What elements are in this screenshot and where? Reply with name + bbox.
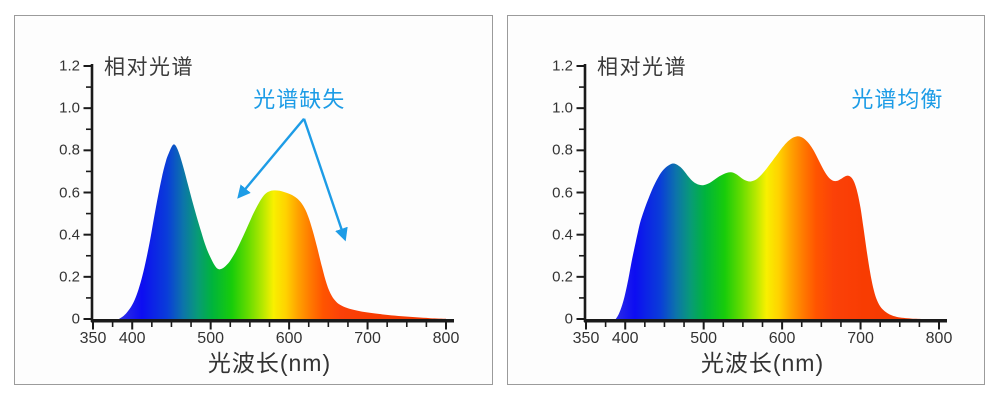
y-tick-label: 1.0 [552, 99, 573, 117]
y-tick-label: 1.0 [59, 99, 80, 117]
x-tick-label: 800 [432, 330, 460, 347]
annotation-arrow [237, 117, 305, 199]
x-tick-label: 600 [275, 330, 303, 347]
annotation-arrow [302, 118, 348, 242]
x-axis-title: 光波长(nm) [207, 350, 332, 376]
y-tick-label: 1.2 [59, 57, 80, 75]
x-tick-label: 500 [197, 330, 225, 347]
y-tick-label: 0.2 [552, 268, 573, 286]
y-tick-label: 0.4 [59, 226, 80, 244]
chart-panel-right: 相对光谱 光谱均衡 光波长(nm) 350 400 500 600 700 800 0 0.2… [507, 15, 985, 385]
x-tick-label: 700 [847, 330, 874, 347]
x-tick-label: 700 [354, 330, 381, 347]
x-axis-title: 光波长(nm) [700, 350, 825, 376]
y-tick-label: 0 [71, 310, 80, 328]
spectrum-curve [118, 144, 447, 319]
spectrum-curve [615, 136, 924, 319]
chart-panel-left: 相对光谱 光谱缺失 光波长(nm) 350 400 500 600 700 800 0 0.2… [14, 15, 493, 385]
x-tick-label: 350 [572, 330, 600, 347]
y-tick-label: 0.8 [59, 141, 80, 159]
y-tick-label: 1.2 [552, 57, 573, 75]
spectrum-plot [576, 64, 947, 330]
x-tick-label: 400 [611, 330, 639, 347]
y-tick-label: 0.2 [59, 268, 80, 286]
y-tick-label: 0.6 [552, 184, 573, 201]
x-tick-label: 600 [768, 330, 796, 347]
y-tick-label: 0 [564, 310, 573, 328]
spectrum-plot [83, 64, 454, 330]
y-tick-label: 0.4 [552, 226, 573, 244]
x-tick-label: 350 [79, 330, 107, 347]
y-tick-label: 0.6 [59, 184, 80, 201]
annotation-label: 光谱缺失 [253, 86, 346, 112]
x-tick-label: 400 [118, 330, 146, 347]
y-tick-label: 0.8 [552, 141, 573, 159]
x-tick-label: 800 [925, 330, 953, 347]
x-tick-label: 500 [690, 330, 718, 347]
annotation-label: 光谱均衡 [851, 86, 944, 112]
chart-title: 相对光谱 [597, 56, 687, 79]
chart-title: 相对光谱 [104, 56, 194, 79]
